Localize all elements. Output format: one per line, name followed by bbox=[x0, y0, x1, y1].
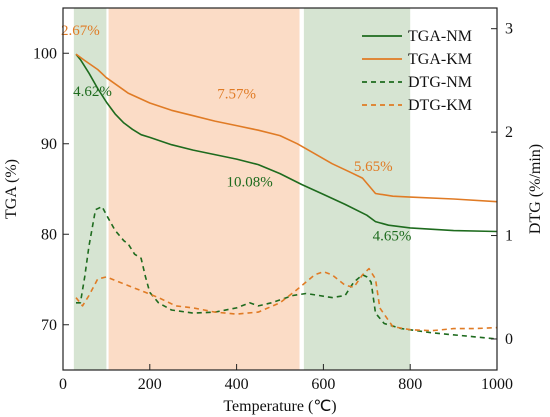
x-tick-label: 200 bbox=[138, 376, 162, 393]
annotation-label: 4.65% bbox=[373, 229, 412, 245]
legend-label-dtg-nm: DTG-NM bbox=[408, 74, 472, 91]
series-line-dtg-km bbox=[75, 267, 498, 332]
shaded-region-0 bbox=[73, 8, 107, 370]
y-right-tick-label: 2 bbox=[505, 124, 513, 141]
annotation-label: 10.08% bbox=[226, 174, 272, 190]
annotation-label: 4.62% bbox=[73, 84, 112, 100]
shaded-regions bbox=[73, 8, 411, 370]
annotation-label: 7.57% bbox=[217, 87, 256, 103]
y-right-tick-label: 0 bbox=[505, 331, 513, 348]
x-tick-label: 400 bbox=[225, 376, 249, 393]
y-left-tick-label: 80 bbox=[41, 226, 57, 243]
y-right-tick-label: 3 bbox=[505, 21, 513, 38]
y-left-tick-label: 100 bbox=[33, 45, 57, 62]
legend-label-tga-nm: TGA-NM bbox=[408, 28, 472, 45]
y-right-tick-label: 1 bbox=[505, 228, 513, 245]
series-line-tga-nm bbox=[75, 53, 498, 233]
series-lines bbox=[75, 53, 498, 340]
legend-label-dtg-km: DTG-KM bbox=[408, 97, 472, 114]
annotations: 2.67% 4.62% 7.57% 10.08% 5.65% 4.65% bbox=[61, 23, 411, 244]
x-axis-title: Temperature (℃) bbox=[223, 398, 336, 415]
y-left-tick-label: 90 bbox=[41, 136, 57, 153]
series-line-dtg-nm bbox=[76, 205, 498, 340]
y-axis-right-title: DTG (%/min) bbox=[527, 144, 544, 234]
y-axis-left-title: TGA (%) bbox=[3, 159, 20, 219]
x-tick-label: 800 bbox=[398, 376, 422, 393]
annotation-label: 5.65% bbox=[354, 159, 393, 175]
series-line-tga-km bbox=[75, 53, 498, 203]
x-tick-label: 1000 bbox=[481, 376, 513, 393]
y-left-tick-label: 70 bbox=[41, 317, 57, 334]
shaded-region-2 bbox=[303, 8, 411, 370]
annotation-label: 2.67% bbox=[61, 23, 100, 39]
legend-label-tga-km: TGA-KM bbox=[408, 51, 472, 68]
x-tick-label: 600 bbox=[311, 376, 335, 393]
plot-frame bbox=[62, 7, 498, 371]
x-tick-label: 0 bbox=[59, 376, 67, 393]
legend: TGA-NM TGA-KM DTG-NM DTG-KM bbox=[362, 28, 472, 114]
